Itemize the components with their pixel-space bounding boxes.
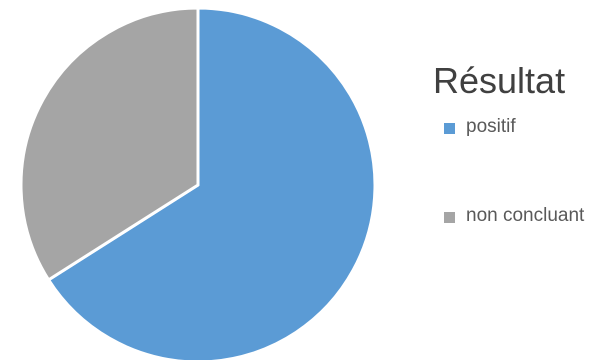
pie-chart: [19, 6, 377, 360]
legend-label-non-concluant: non concluant: [466, 205, 585, 226]
legend-swatch-positif: [444, 123, 455, 134]
pie-slice-positif: [47, 6, 377, 360]
legend-swatch-non-concluant: [444, 212, 455, 223]
legend-title: Résultat: [433, 60, 566, 101]
pie-slice-non-concluant: [19, 6, 200, 282]
legend-label-positif: positif: [466, 116, 516, 137]
